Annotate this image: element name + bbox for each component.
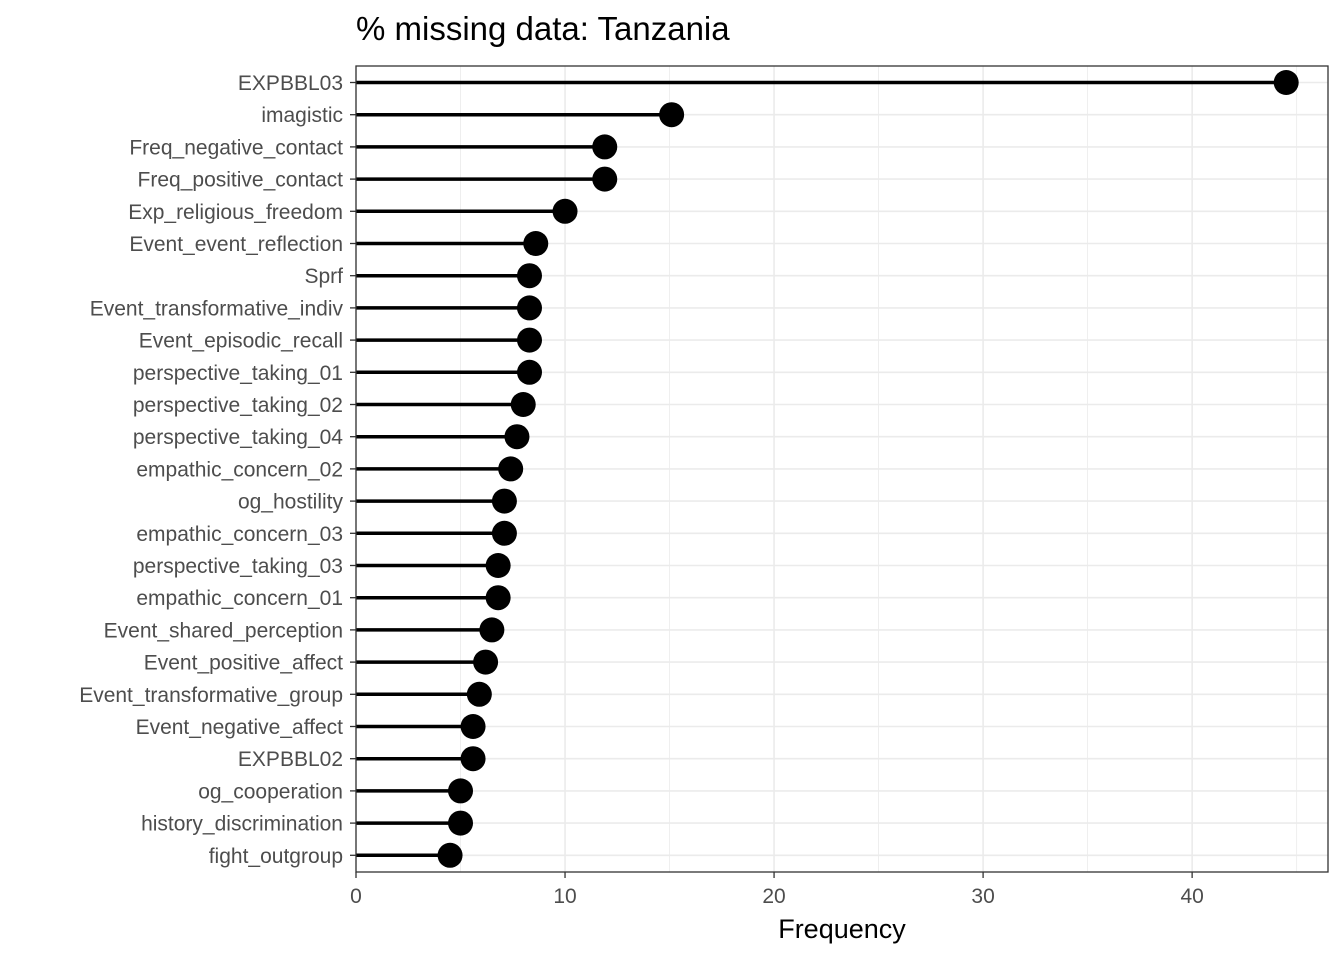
lollipop-point [485,553,511,578]
x-axis-title: Frequency [778,914,906,944]
lollipop-point [1273,70,1299,95]
y-tick-label: Event_transformative_indiv [90,297,344,320]
lollipop-point [460,746,486,772]
y-tick-label: EXPBBL02 [238,748,343,771]
y-tick-label: empathic_concern_03 [136,523,343,546]
lollipop-point [466,681,492,707]
lollipop-point [552,198,578,224]
y-tick-label: Event_negative_affect [136,716,344,739]
lollipop-point [448,810,474,836]
lollipop-point [473,649,499,675]
y-tick-label: Event_transformative_group [79,684,343,707]
y-tick-label: imagistic [261,104,343,127]
lollipop-point [592,134,618,160]
x-tick-label: 30 [971,885,994,908]
y-tick-label: perspective_taking_01 [133,362,343,385]
x-axis: 0 10 20 30 40 [350,872,1204,908]
y-tick-label: Event_episodic_recall [139,330,343,353]
y-tick-label: perspective_taking_02 [133,394,343,417]
y-tick-label: Sprf [304,265,343,288]
lollipop-point [460,714,486,739]
y-tick-label: Freq_negative_contact [129,136,343,159]
y-tick-label: Event_event_reflection [129,233,343,256]
lollipop-point [504,424,530,450]
lollipop-point [485,585,511,611]
y-tick-label: og_cooperation [198,780,343,803]
y-tick-label: og_hostility [238,491,344,514]
lollipop-point [479,617,505,643]
lollipop-point [510,392,536,417]
point-layer [437,70,1299,868]
lollipop-point [491,488,517,514]
y-tick-label: empathic_concern_01 [136,587,343,610]
y-tick-label: empathic_concern_02 [136,458,343,481]
lollipop-point [523,231,549,256]
x-tick-label: 10 [553,885,576,908]
x-tick-label: 20 [762,885,785,908]
lollipop-point [516,327,542,353]
y-tick-label: fight_outgroup [209,845,343,868]
lollipop-point [448,778,474,804]
y-tick-label: EXPBBL03 [238,72,343,95]
lollipop-point [437,842,463,868]
lollipop-point [516,359,542,385]
chart-title: % missing data: Tanzania [356,10,730,47]
lollipop-point [491,520,517,546]
lollipop-point [516,263,542,289]
y-tick-label: perspective_taking_03 [133,555,343,578]
lollipop-point [498,456,524,482]
stem-layer [356,80,1287,858]
y-tick-label: Event_shared_perception [104,619,343,642]
lollipop-point [659,102,685,128]
x-tick-label: 0 [350,885,362,908]
y-axis: EXPBBL03 imagistic Freq_negative_contact Fr… [79,72,356,868]
y-tick-label: Freq_positive_contact [138,169,344,192]
y-tick-label: Exp_religious_freedom [128,201,343,224]
y-tick-label: history_discrimination [141,813,343,836]
lollipop-point [516,295,542,321]
y-tick-label: perspective_taking_04 [133,426,343,449]
y-tick-label: Event_positive_affect [144,652,343,675]
lollipop-point [592,166,618,192]
x-tick-label: 40 [1180,885,1203,908]
